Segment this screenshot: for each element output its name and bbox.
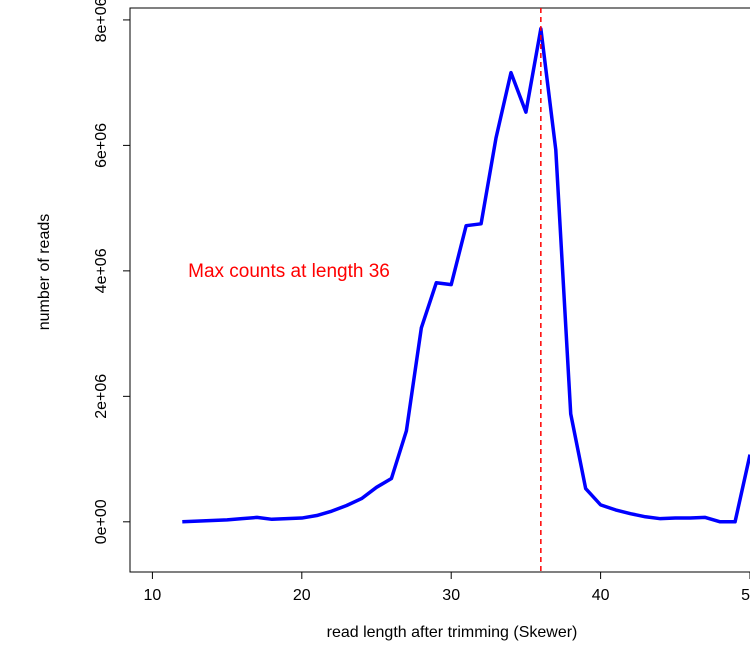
plot-box bbox=[129, 7, 750, 573]
y-axis-label: number of reads bbox=[36, 214, 53, 331]
y-tick-label: 4e+06 bbox=[93, 248, 110, 293]
x-tick-label: 50 bbox=[741, 587, 750, 604]
x-tick-label: 30 bbox=[442, 587, 460, 604]
y-tick-label: 8e+06 bbox=[93, 0, 110, 42]
x-axis-label: read length after trimming (Skewer) bbox=[327, 624, 578, 641]
y-tick-label: 2e+06 bbox=[93, 374, 110, 419]
y-tick-label: 0e+00 bbox=[93, 499, 110, 544]
x-tick-label: 40 bbox=[592, 587, 610, 604]
y-tick-label: 6e+06 bbox=[93, 123, 110, 168]
line-series bbox=[182, 26, 750, 524]
annotation: Max counts at length 36 bbox=[188, 261, 390, 282]
x-tick-label: 10 bbox=[144, 587, 162, 604]
x-tick-label: 20 bbox=[293, 587, 311, 604]
